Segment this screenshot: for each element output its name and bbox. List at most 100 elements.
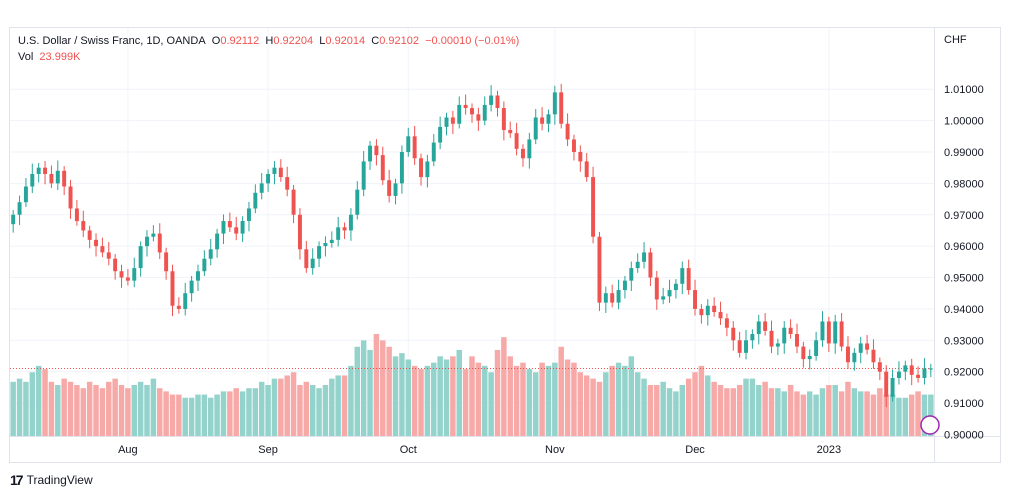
candle-body: [425, 161, 430, 178]
candle-body: [387, 180, 392, 196]
candle-body: [642, 252, 647, 262]
candle-body: [782, 327, 787, 344]
candle-body: [406, 136, 411, 152]
candle-body: [737, 340, 742, 353]
volume-bar: [399, 353, 405, 436]
vol-label: Vol: [18, 51, 34, 63]
volume-bar: [641, 378, 647, 436]
candle-body: [138, 246, 143, 269]
y-tick-label: 0.90000: [944, 429, 984, 441]
candle-body: [845, 346, 850, 363]
x-tick-label: Oct: [400, 444, 417, 456]
candle-body: [775, 343, 780, 347]
candle-body: [648, 252, 653, 278]
volume-bar: [169, 394, 176, 436]
candle-body: [591, 177, 596, 237]
candle-body: [463, 104, 468, 109]
volume-bar: [80, 388, 87, 436]
y-tick-label: 0.92000: [944, 367, 984, 379]
volume-bar: [915, 391, 921, 436]
candle-body: [635, 261, 640, 269]
volume-bar: [743, 378, 749, 436]
volume-bar: [271, 378, 278, 436]
volume-bar: [794, 391, 800, 436]
volume-bar: [354, 346, 361, 436]
low-value: 0.92014: [325, 35, 366, 47]
candle-body: [348, 214, 353, 231]
volume-bar: [188, 397, 195, 436]
volume-bar: [717, 385, 724, 436]
candle-body: [450, 117, 455, 124]
candle-body: [285, 177, 290, 190]
candle-body: [622, 280, 627, 291]
volume-bar: [806, 391, 813, 436]
volume-bar: [195, 394, 201, 436]
volume-bar: [456, 349, 462, 436]
candle-body: [23, 186, 28, 203]
volume-bar: [297, 385, 303, 436]
candle-body: [246, 208, 251, 222]
volume-bar: [571, 362, 577, 436]
candle-body: [769, 330, 774, 347]
volume-bar: [246, 388, 252, 436]
volume-bar: [290, 372, 297, 436]
candle-body: [546, 114, 551, 124]
volume-bar: [520, 362, 526, 436]
volume-bar: [392, 356, 399, 436]
volume-bar: [532, 372, 539, 436]
candle-body: [699, 308, 704, 316]
volume-bar: [131, 385, 138, 436]
y-tick-label: 0.98000: [944, 178, 984, 190]
y-tick-label: 0.94000: [944, 304, 984, 316]
volume-bar: [800, 394, 807, 436]
y-tick-label: 1.01000: [944, 84, 984, 96]
candle-body: [100, 246, 105, 253]
volume-bar: [902, 397, 909, 436]
volume-bar: [896, 397, 902, 436]
volume-bar: [16, 378, 23, 436]
volume-bar: [634, 372, 641, 436]
volume-bar: [150, 378, 157, 436]
y-tick-label: 0.97000: [944, 210, 984, 222]
candle-body: [215, 233, 220, 250]
volume-bar: [889, 394, 896, 436]
volume-bar: [768, 388, 775, 436]
candle-body: [896, 371, 901, 378]
candle-body: [763, 321, 768, 331]
volume-bar: [42, 369, 48, 436]
volume-bar: [545, 365, 552, 436]
y-tick-label: 1.00000: [944, 116, 984, 128]
volume-bar: [360, 340, 367, 436]
candle-body: [278, 167, 283, 178]
candle-body: [476, 114, 481, 121]
candle-body: [36, 167, 41, 174]
volume-bar: [552, 362, 558, 436]
volume-bar: [284, 375, 290, 436]
volume-bar: [705, 375, 711, 436]
candle-body: [170, 271, 175, 306]
candle-body: [368, 145, 373, 162]
candle-body: [629, 268, 634, 281]
footer[interactable]: 17 TradingView: [10, 472, 93, 488]
y-tick-label: 0.95000: [944, 273, 984, 285]
candle-body: [240, 221, 245, 234]
candle-body: [49, 173, 54, 184]
volume-bar: [265, 385, 271, 436]
candle-body: [145, 236, 149, 247]
candle-body: [724, 318, 729, 328]
volume-bar: [832, 385, 838, 436]
ohlc-legend: U.S. Dollar / Swiss Franc, 1D, OANDA O0.…: [18, 35, 519, 47]
volume-bar: [787, 385, 794, 436]
candle-body: [266, 173, 271, 184]
candle-body: [673, 283, 678, 291]
volume-bar: [309, 385, 316, 436]
candle-body: [654, 277, 659, 300]
candle-body: [514, 133, 519, 149]
volume-bar: [921, 394, 928, 436]
tradingview-logo-icon: 17: [10, 472, 24, 488]
candle-body: [11, 214, 16, 225]
volume-bar: [348, 365, 354, 436]
candle-body: [820, 321, 825, 341]
volume-bar: [730, 388, 737, 436]
